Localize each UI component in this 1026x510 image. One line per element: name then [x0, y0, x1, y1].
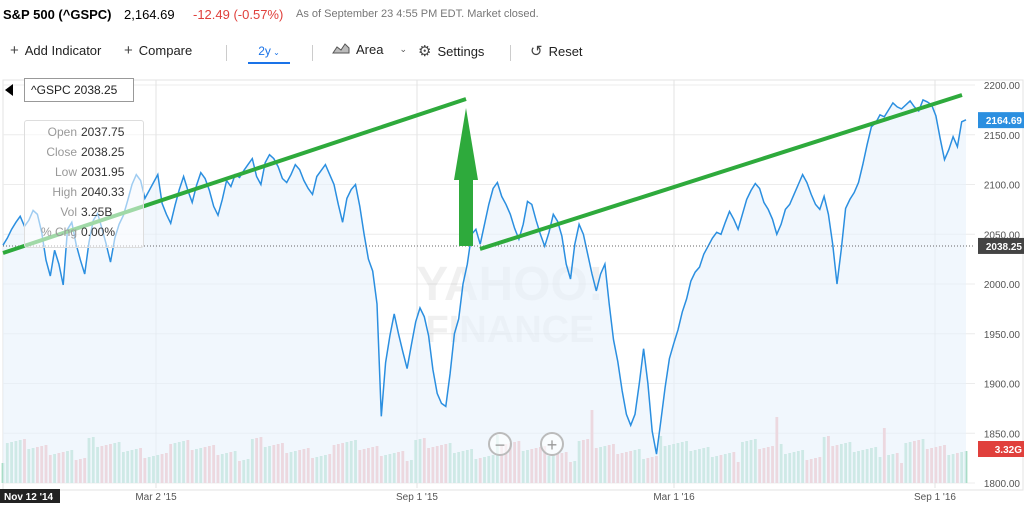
volume-tag-bg — [978, 441, 1024, 457]
volume-tag: 3.32G — [995, 445, 1022, 456]
ohlc-value: 2038.25 — [81, 145, 125, 159]
y-tick-label: 2150.00 — [984, 131, 1021, 142]
ohlc-row: Close 2038.25 — [25, 145, 143, 164]
x-tick-label: Mar 1 '16 — [653, 492, 695, 503]
ohlc-key: High — [52, 185, 77, 199]
up-arrow-shaft — [459, 178, 473, 246]
ohlc-panel: Open 2037.75 Close 2038.25 Low 2031.95 High 204… — [24, 120, 144, 248]
chart-type-select[interactable]: Area ⌄ — [332, 42, 407, 57]
last-price-tag-bg — [978, 112, 1024, 129]
ohlc-value: 2040.33 — [81, 185, 125, 199]
y-tick-label: 2050.00 — [984, 230, 1021, 241]
settings-label: Settings — [437, 43, 485, 59]
gear-icon: ⚙ — [418, 43, 432, 60]
y-tick-label: 1950.00 — [984, 330, 1021, 341]
zoom-in-button[interactable]: + — [540, 432, 564, 456]
ohlc-key: Close — [46, 145, 77, 159]
ohlc-row: Low 2031.95 — [25, 165, 143, 184]
ohlc-row: Vol 3.25B — [25, 205, 143, 224]
ohlc-value: 0.00% — [81, 225, 116, 239]
divider — [226, 45, 227, 61]
range-label: 2y — [258, 44, 271, 58]
settings-button[interactable]: ⚙ Settings — [418, 42, 484, 60]
ohlc-row: % Chg 0.00% — [25, 225, 143, 244]
reset-button[interactable]: ↺ Reset — [530, 42, 583, 60]
x-tick-label: Mar 2 '15 — [135, 492, 177, 503]
y-tick-label: 2200.00 — [984, 81, 1021, 92]
area-chart-icon — [332, 42, 350, 57]
compare-button[interactable]: + Compare — [124, 42, 192, 59]
symbol-name: S&P 500 (^GSPC) — [3, 7, 112, 22]
ohlc-row: High 2040.33 — [25, 185, 143, 204]
divider — [312, 45, 313, 61]
tooltip-pointer-icon — [5, 84, 13, 96]
price-line — [2, 98, 967, 455]
up-arrow-icon — [454, 108, 478, 180]
reset-label: Reset — [548, 43, 583, 59]
y-tick-label: 1900.00 — [984, 380, 1021, 391]
last-price-tag: 2164.69 — [986, 116, 1023, 127]
price-change: -12.49 (-0.57%) — [193, 7, 284, 22]
ohlc-value: 2031.95 — [81, 165, 125, 179]
y-tick-label: 1800.00 — [984, 479, 1021, 490]
crosshair-price-tag: 2038.25 — [986, 242, 1023, 253]
zoom-out-button[interactable]: − — [488, 432, 512, 456]
market-status: As of September 23 4:55 PM EDT. Market c… — [296, 8, 539, 20]
ohlc-key: Open — [47, 125, 77, 139]
chart-toolbar: + Add Indicator + Compare 2y ⌄ Area ⌄ ⚙ … — [0, 36, 1026, 68]
trend-line — [479, 93, 963, 251]
ohlc-key: Low — [54, 165, 77, 179]
x-tick-label: Sep 1 '15 — [396, 492, 438, 503]
y-tick-label: 1850.00 — [984, 429, 1021, 440]
chart-type-label: Area — [356, 42, 384, 57]
plus-icon: + — [124, 42, 133, 59]
add-indicator-label: Add Indicator — [24, 43, 102, 58]
chevron-down-icon: ⌄ — [399, 44, 408, 54]
divider — [510, 45, 511, 61]
ohlc-value: 3.25B — [81, 205, 113, 219]
ohlc-value: 2037.75 — [81, 125, 125, 139]
range-select[interactable]: 2y ⌄ — [248, 42, 290, 64]
quote-header: S&P 500 (^GSPC) 2,164.69 -12.49 (-0.57%)… — [0, 0, 1026, 32]
ohlc-key: Vol — [60, 205, 77, 219]
last-price: 2,164.69 — [124, 7, 175, 22]
x-tick-highlight — [0, 489, 60, 503]
x-tick-label: Sep 1 '16 — [914, 492, 956, 503]
plus-icon: + — [10, 42, 19, 59]
ohlc-row: Open 2037.75 — [25, 125, 143, 144]
x-tick-label: Nov 12 '14 — [4, 492, 54, 503]
compare-label: Compare — [138, 43, 193, 58]
add-indicator-button[interactable]: + Add Indicator — [10, 42, 101, 59]
ohlc-key: % Chg — [40, 225, 77, 239]
series-label: ^GSPC 2038.25 — [24, 78, 134, 102]
price-area — [3, 99, 966, 484]
crosshair-price-tag-bg — [978, 237, 1024, 254]
y-tick-label: 2000.00 — [984, 280, 1021, 291]
chevron-down-icon: ⌄ — [270, 48, 280, 57]
reset-icon: ↺ — [530, 43, 543, 60]
price-chart[interactable]: 2200.00 2150.00 2100.00 2050.00 2000.00 1950.… — [0, 78, 1026, 510]
y-tick-label: 2100.00 — [984, 181, 1021, 192]
